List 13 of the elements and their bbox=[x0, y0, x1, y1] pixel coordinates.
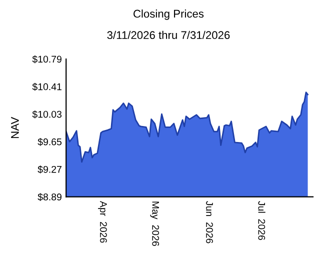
x-tick-label: May 2026 bbox=[150, 202, 160, 246]
x-tick-label: Jun 2026 bbox=[206, 201, 213, 244]
x-tick-label: Jul 2026 bbox=[258, 201, 266, 240]
chart-title: Closing Prices bbox=[134, 10, 204, 20]
y-tick-label: $10.03 bbox=[32, 110, 62, 118]
y-tick-label: $9.27 bbox=[38, 166, 62, 174]
y-tick-label: $8.89 bbox=[38, 193, 62, 201]
y-axis-title: NAV bbox=[11, 116, 19, 138]
y-tick-label: $10.41 bbox=[32, 82, 62, 91]
chart-subtitle: 3/11/2026 thru 7/31/2026 bbox=[107, 30, 230, 40]
y-tick-label: $9.65 bbox=[38, 138, 62, 146]
y-tick-label: $10.79 bbox=[32, 55, 62, 64]
x-tick-label: Apr 2026 bbox=[98, 200, 107, 243]
